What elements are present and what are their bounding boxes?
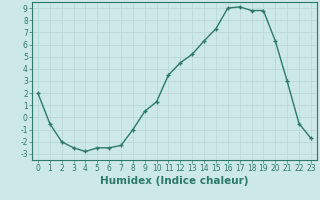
X-axis label: Humidex (Indice chaleur): Humidex (Indice chaleur) xyxy=(100,176,249,186)
